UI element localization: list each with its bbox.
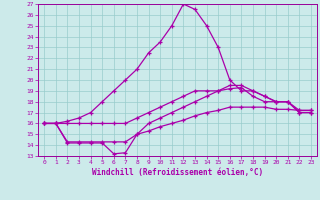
X-axis label: Windchill (Refroidissement éolien,°C): Windchill (Refroidissement éolien,°C) xyxy=(92,168,263,177)
